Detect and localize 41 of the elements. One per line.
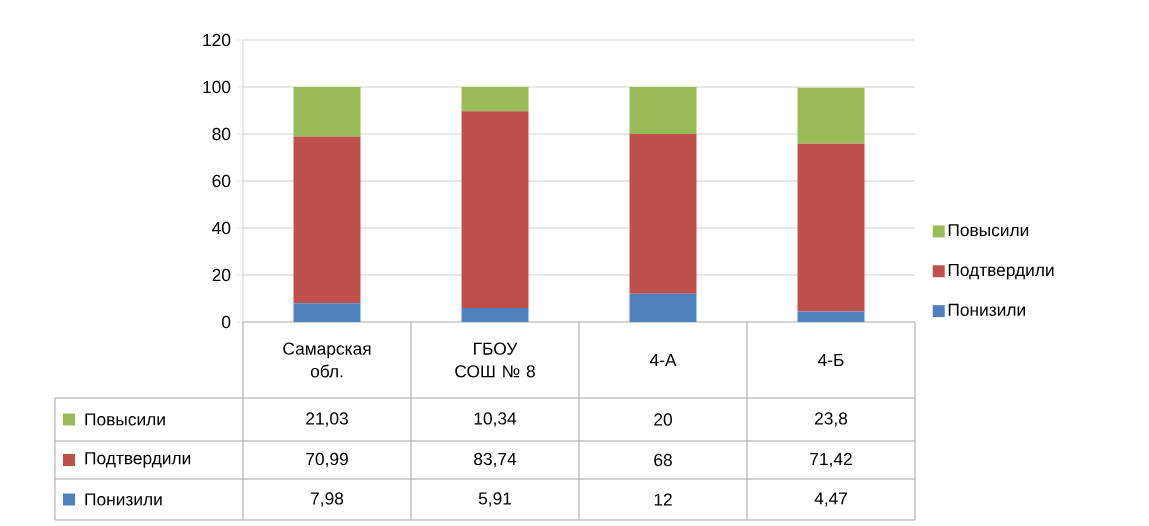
data-label: 21,03 (306, 412, 348, 427)
y-tick-label: 20 (212, 268, 231, 282)
bar (629, 293, 697, 322)
bar (797, 311, 865, 322)
legend-label: Понизили (948, 303, 1025, 316)
x-tick-label: 4-Б (818, 354, 844, 366)
x-tick-label: 4-А (649, 354, 677, 366)
text: Понизили (85, 493, 162, 506)
y-tick-label: 0 (221, 315, 231, 329)
bar (797, 143, 865, 312)
data-label: 12 (654, 493, 672, 506)
data-label: 10,34 (474, 412, 517, 427)
x-tick-label: ГБОУ СОШ № 8 (455, 342, 535, 378)
bar (629, 134, 697, 294)
data-label: 20 (654, 413, 672, 426)
y-tick-label: 40 (212, 221, 231, 235)
bar (293, 136, 361, 304)
data-label: 71,42 (810, 452, 852, 468)
legend-label: Подтвердили (948, 263, 1054, 280)
bar (461, 308, 529, 322)
bar (797, 87, 865, 144)
data-label: 70,99 (306, 452, 348, 468)
y-tick-label: 60 (212, 174, 231, 188)
bar (293, 87, 361, 137)
bar (461, 111, 529, 309)
data-label: 5,91 (478, 492, 512, 507)
y-tick-label: 120 (203, 33, 231, 47)
bar (629, 87, 697, 134)
bar (293, 303, 361, 322)
text: Повысили (85, 413, 165, 426)
legend-label: Повысили (948, 224, 1029, 237)
data-label: 7,98 (311, 492, 344, 507)
data-label: 23,8 (815, 412, 848, 427)
data-label: 68 (654, 453, 672, 467)
text: Подтвердили (85, 452, 191, 468)
bar (461, 87, 529, 112)
y-tick-label: 100 (203, 80, 231, 94)
data-label: 83,74 (474, 452, 517, 468)
y-tick-label: 80 (212, 127, 231, 141)
data-label: 4,47 (814, 492, 847, 507)
x-tick-label: Самарская обл. (283, 342, 371, 378)
